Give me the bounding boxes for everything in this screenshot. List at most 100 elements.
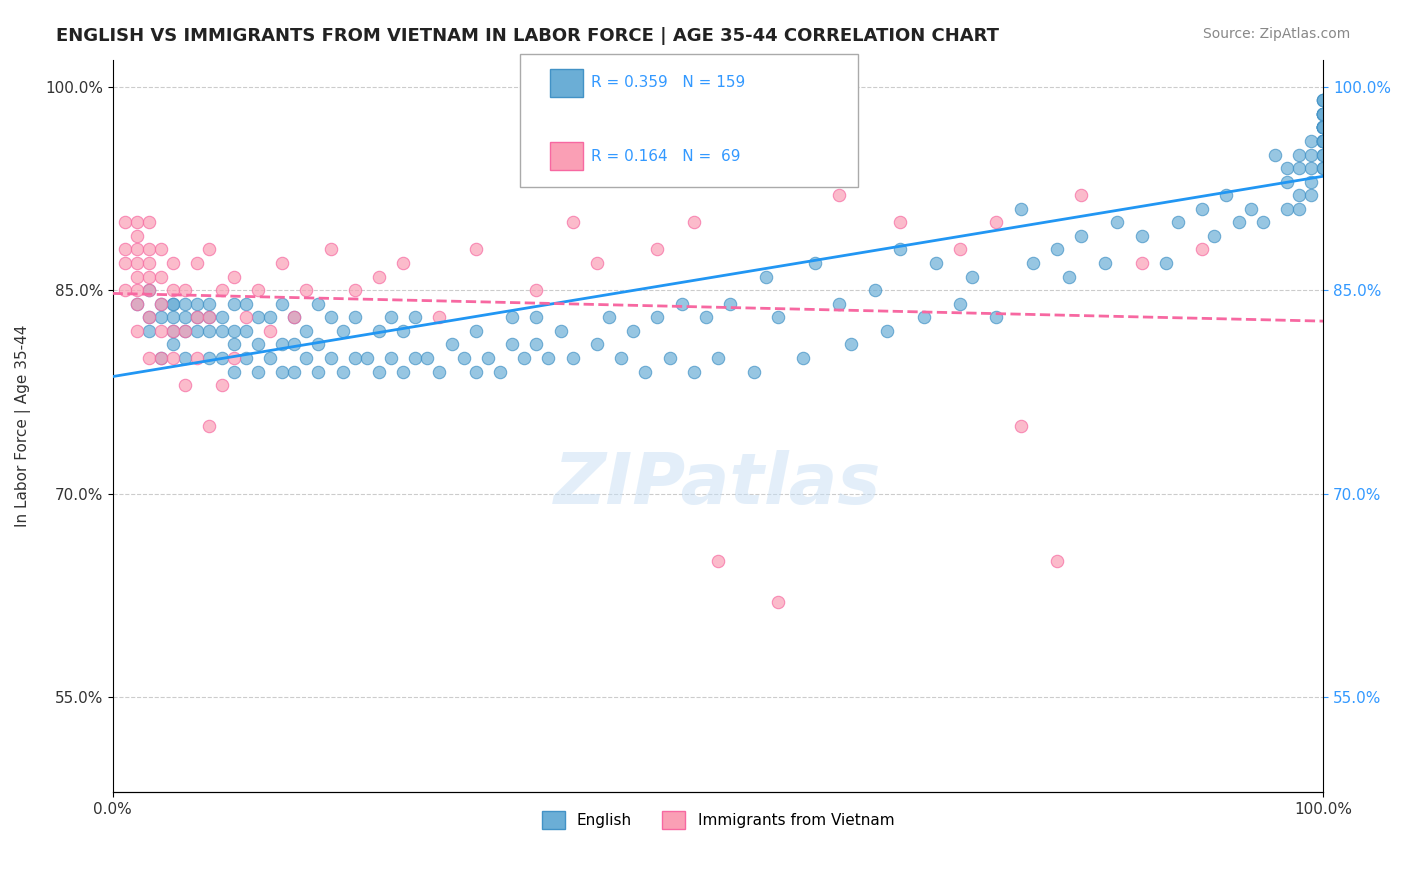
Point <box>125 296 148 310</box>
Text: Source: ZipAtlas.com: Source: ZipAtlas.com <box>1202 27 1350 41</box>
Point <box>186 310 208 325</box>
Point <box>1312 93 1334 107</box>
Point <box>343 310 366 325</box>
Point <box>295 324 318 338</box>
Point <box>150 324 173 338</box>
Point <box>1070 228 1092 243</box>
Point <box>246 310 269 325</box>
Point <box>1046 554 1069 568</box>
Point <box>198 310 221 325</box>
Point <box>695 310 717 325</box>
Point <box>319 243 342 257</box>
Point <box>174 283 197 297</box>
Point <box>150 310 173 325</box>
Point <box>682 365 704 379</box>
Point <box>235 351 257 365</box>
Point <box>295 351 318 365</box>
Point <box>222 351 245 365</box>
Point <box>319 351 342 365</box>
Point <box>380 351 402 365</box>
Point <box>889 215 911 229</box>
Point <box>174 310 197 325</box>
Point <box>1154 256 1177 270</box>
Point <box>356 351 378 365</box>
Point <box>1288 161 1310 175</box>
Point <box>1312 120 1334 135</box>
Point <box>380 310 402 325</box>
Point <box>271 256 294 270</box>
Point <box>332 324 354 338</box>
Point <box>222 365 245 379</box>
Point <box>524 337 547 351</box>
Point <box>1288 202 1310 216</box>
Point <box>1312 147 1334 161</box>
Point <box>235 296 257 310</box>
Point <box>150 269 173 284</box>
Point <box>138 324 160 338</box>
Point <box>1167 215 1189 229</box>
Point <box>186 256 208 270</box>
Point <box>125 243 148 257</box>
Point <box>1240 202 1263 216</box>
Point <box>876 324 898 338</box>
Point <box>259 324 281 338</box>
Point <box>174 351 197 365</box>
Point <box>198 418 221 433</box>
Point <box>1312 120 1334 135</box>
Point <box>464 365 486 379</box>
Point <box>755 269 778 284</box>
Point <box>1312 134 1334 148</box>
Point <box>271 296 294 310</box>
Point <box>211 283 233 297</box>
Point <box>1312 120 1334 135</box>
Point <box>658 351 681 365</box>
Point <box>986 215 1008 229</box>
Point <box>174 324 197 338</box>
Point <box>138 256 160 270</box>
Point <box>621 324 644 338</box>
Point <box>162 256 184 270</box>
Point <box>259 310 281 325</box>
Point <box>1070 188 1092 202</box>
Text: ZIPatlas: ZIPatlas <box>554 450 882 519</box>
Point <box>586 337 609 351</box>
Point <box>1312 107 1334 121</box>
Point <box>1312 107 1334 121</box>
Point <box>138 283 160 297</box>
Point <box>828 188 851 202</box>
Point <box>283 310 305 325</box>
Point <box>524 283 547 297</box>
Point <box>138 215 160 229</box>
Point <box>1057 269 1080 284</box>
Point <box>440 337 463 351</box>
Point <box>162 351 184 365</box>
Point <box>125 324 148 338</box>
Point <box>150 351 173 365</box>
Point <box>174 378 197 392</box>
Point <box>647 310 669 325</box>
Point <box>524 310 547 325</box>
Point <box>1312 120 1334 135</box>
Point <box>1130 256 1153 270</box>
Point <box>792 351 814 365</box>
Text: R = 0.164   N =  69: R = 0.164 N = 69 <box>591 149 740 163</box>
Point <box>1130 228 1153 243</box>
Point <box>114 256 136 270</box>
Point <box>561 215 583 229</box>
Point <box>1312 161 1334 175</box>
Point <box>1288 188 1310 202</box>
Point <box>392 256 415 270</box>
Point <box>150 296 173 310</box>
Point <box>610 351 633 365</box>
Point <box>828 296 851 310</box>
Point <box>986 310 1008 325</box>
Point <box>707 554 730 568</box>
Point <box>186 310 208 325</box>
Point <box>598 310 620 325</box>
Point <box>368 365 391 379</box>
Point <box>125 228 148 243</box>
Point <box>453 351 475 365</box>
Point <box>138 283 160 297</box>
Point <box>404 310 426 325</box>
Point <box>865 283 887 297</box>
